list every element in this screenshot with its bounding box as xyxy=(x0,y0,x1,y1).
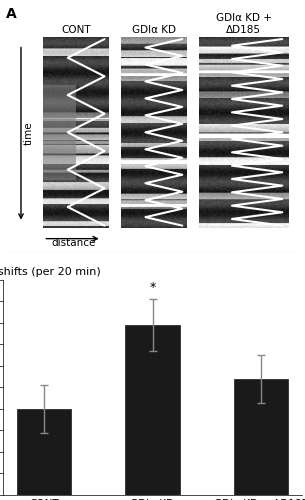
Text: A: A xyxy=(6,8,17,22)
Bar xyxy=(17,409,71,500)
Text: *: * xyxy=(149,281,156,294)
Text: CONT: CONT xyxy=(62,24,91,34)
Text: distance: distance xyxy=(51,238,95,248)
Text: Phase shifts (per 20 min): Phase shifts (per 20 min) xyxy=(0,267,101,277)
Text: time: time xyxy=(23,122,34,146)
Text: GDIα KD +
ΔD185: GDIα KD + ΔD185 xyxy=(216,13,271,34)
Bar xyxy=(234,379,288,500)
Text: GDIα KD: GDIα KD xyxy=(132,24,176,34)
Bar xyxy=(125,325,180,500)
